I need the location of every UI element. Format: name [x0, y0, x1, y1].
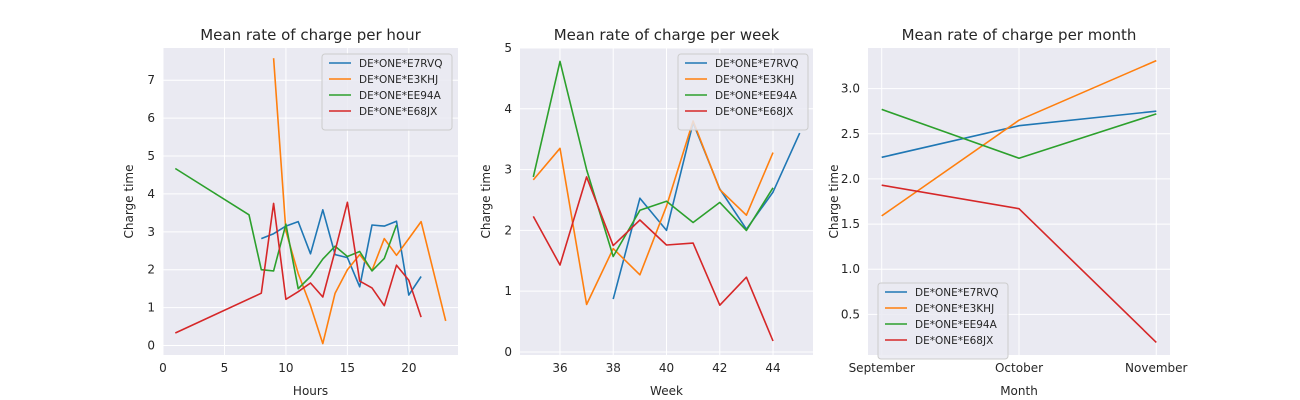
legend: DE*ONE*E7RVQ DE*ONE*E3KHJ DE*ONE*EE94A DE*O… [877, 282, 1009, 360]
y-axis-label: Charge time [827, 165, 841, 239]
y-tick-label: 2.5 [841, 127, 860, 141]
series-line-de-one-e68jx [532, 176, 774, 342]
y-tick-label: 7 [147, 73, 155, 87]
y-axis-label: Charge time [122, 165, 136, 239]
y-tick-label: 1.0 [841, 262, 860, 276]
x-tick-label: 10 [278, 361, 293, 375]
x-tick-label: 36 [552, 361, 567, 375]
legend-label: DE*ONE*E3KHJ [715, 74, 794, 86]
y-tick-label: 4 [504, 102, 512, 116]
y-tick-label: 0 [147, 339, 155, 353]
legend-label: DE*ONE*EE94A [359, 90, 442, 102]
legend-label: DE*ONE*E3KHJ [915, 303, 994, 315]
series-line-de-one-ee94a [881, 108, 1157, 159]
hourly-charge-chart: 0 5 10 15 20 0 1 2 3 4 5 6 7 Mean rate of charge per … [122, 26, 458, 398]
y-tick-label: 0.5 [841, 307, 860, 321]
series-line-de-one-e68jx [174, 201, 422, 334]
legend-label: DE*ONE*E68JX [359, 106, 437, 118]
y-tick-label: 1.5 [841, 217, 860, 231]
legend: DE*ONE*E7RVQ DE*ONE*E3KHJ DE*ONE*EE94A DE*O… [321, 53, 453, 131]
legend-box [877, 282, 1009, 360]
legend-label: DE*ONE*E7RVQ [359, 58, 442, 70]
series-line-de-one-ee94a [532, 60, 774, 258]
y-tick-label: 2 [504, 223, 512, 237]
legend: DE*ONE*E7RVQ DE*ONE*E3KHJ DE*ONE*EE94A DE*O… [677, 53, 809, 131]
legend-label: DE*ONE*E68JX [715, 106, 793, 118]
y-axis-label: Charge time [479, 165, 493, 239]
x-tick-label: 0 [159, 361, 167, 375]
y-tick-label: 2 [147, 263, 155, 277]
x-axis-label: Week [650, 384, 683, 398]
x-tick-label: 44 [765, 361, 780, 375]
y-tick-label: 3.0 [841, 82, 860, 96]
series-line-de-one-e3khj [532, 120, 774, 306]
y-tick-label: 5 [504, 41, 512, 55]
weekly-charge-chart: 36 38 40 42 44 0 1 2 3 4 5 Mean rate of charge per … [479, 26, 813, 398]
y-tick-label: 4 [147, 187, 155, 201]
x-tick-label: 20 [401, 361, 416, 375]
legend-label: DE*ONE*E3KHJ [359, 74, 438, 86]
series-line-de-one-e3khj [272, 58, 447, 345]
x-tick-label: 42 [712, 361, 727, 375]
chart-title: Mean rate of charge per hour [200, 26, 421, 44]
x-tick-label: 40 [659, 361, 674, 375]
legend-label: DE*ONE*EE94A [715, 90, 798, 102]
x-tick-label: 5 [221, 361, 229, 375]
chart-title: Mean rate of charge per month [902, 26, 1137, 44]
x-tick-label: 15 [340, 361, 355, 375]
x-axis-label: Month [1000, 384, 1038, 398]
y-tick-label: 1 [504, 284, 512, 298]
legend-box [321, 53, 453, 131]
y-tick-label: 2.0 [841, 172, 860, 186]
y-tick-label: 3 [504, 163, 512, 177]
series-line-de-one-ee94a [174, 167, 398, 290]
y-tick-label: 1 [147, 301, 155, 315]
series-line-de-one-e68jx [881, 184, 1157, 343]
x-tick-label: 38 [606, 361, 621, 375]
legend-box [677, 53, 809, 131]
y-tick-label: 3 [147, 225, 155, 239]
y-tick-label: 5 [147, 149, 155, 163]
legend-label: DE*ONE*EE94A [915, 319, 998, 331]
monthly-charge-chart: September October November 0.5 1.0 1.5 2.0 2.5 3… [827, 26, 1188, 398]
chart-title: Mean rate of charge per week [554, 26, 780, 44]
legend-label: DE*ONE*E7RVQ [715, 58, 798, 70]
x-tick-label: October [995, 361, 1043, 375]
legend-label: DE*ONE*E68JX [915, 335, 993, 347]
x-tick-label: September [849, 361, 915, 375]
y-tick-label: 6 [147, 111, 155, 125]
y-tick-label: 0 [504, 345, 512, 359]
x-axis-label: Hours [293, 384, 328, 398]
series-line-de-one-e7rvq [881, 110, 1157, 159]
x-tick-label: November [1125, 361, 1187, 375]
series-line-de-one-e3khj [881, 59, 1157, 217]
legend-label: DE*ONE*E7RVQ [915, 287, 998, 299]
series-line-de-one-e7rvq [261, 209, 422, 296]
